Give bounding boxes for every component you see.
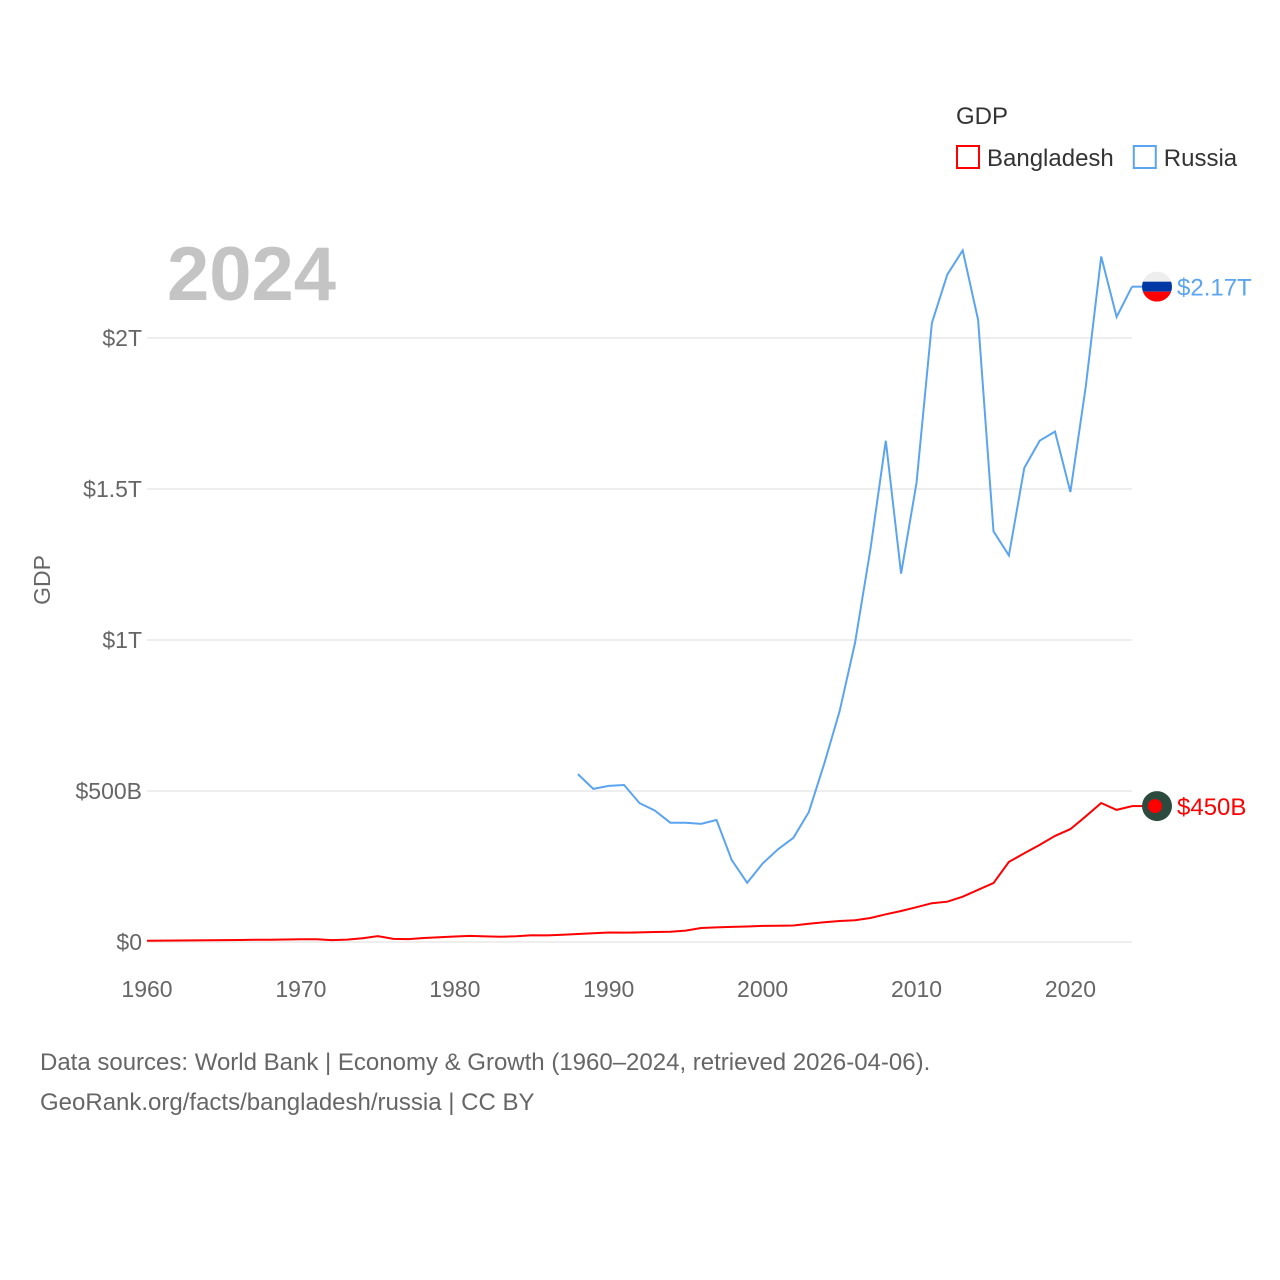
legend-item-russia[interactable]: Russia (1132, 145, 1238, 172)
x-tick-label: 1960 (121, 976, 172, 1002)
flag-red-disc (1148, 799, 1162, 814)
series-line-bangladesh (146, 801, 1133, 942)
x-tick-label: 1990 (583, 976, 634, 1002)
russia-flag-icon (1142, 271, 1172, 302)
bangladesh-flag-icon (1142, 791, 1172, 822)
flag-white-band (1142, 271, 1172, 282)
x-tick-label: 2020 (1045, 976, 1096, 1002)
end-value-label: $2.17T (1177, 275, 1252, 302)
y-axis-label: GDP (29, 555, 55, 605)
legend-swatch (1132, 145, 1157, 169)
y-tick-label: $500B (75, 778, 142, 804)
legend-item-bangladesh[interactable]: Bangladesh (956, 145, 1114, 172)
flag-red-band (1142, 291, 1172, 302)
legend-label: Bangladesh (987, 145, 1114, 172)
legend-title: GDP (956, 103, 1008, 130)
source-link[interactable]: GeoRank.org/facts/bangladesh/russia | CC… (40, 1089, 535, 1116)
x-tick-label: 1980 (429, 976, 480, 1002)
x-tick-label: 1970 (275, 976, 326, 1002)
legend-label: Russia (1164, 145, 1238, 172)
y-tick-label: $1.5T (83, 476, 142, 502)
y-tick-label: $1T (102, 627, 142, 653)
series-line-russia (577, 247, 1133, 885)
y-tick-label: $2T (102, 325, 142, 351)
footer: Data sources: World Bank | Economy & Gro… (40, 1043, 930, 1123)
x-tick-label: 2010 (891, 976, 942, 1002)
flag-blue-band (1142, 281, 1172, 292)
x-tick-label: 2000 (737, 976, 788, 1002)
y-tick-label: $0 (116, 929, 142, 955)
legend-swatch (956, 145, 980, 169)
end-value-label: $450B (1177, 794, 1246, 821)
data-source-text: Data sources: World Bank | Economy & Gro… (40, 1049, 931, 1076)
current-year-label: 2024 (167, 232, 336, 317)
